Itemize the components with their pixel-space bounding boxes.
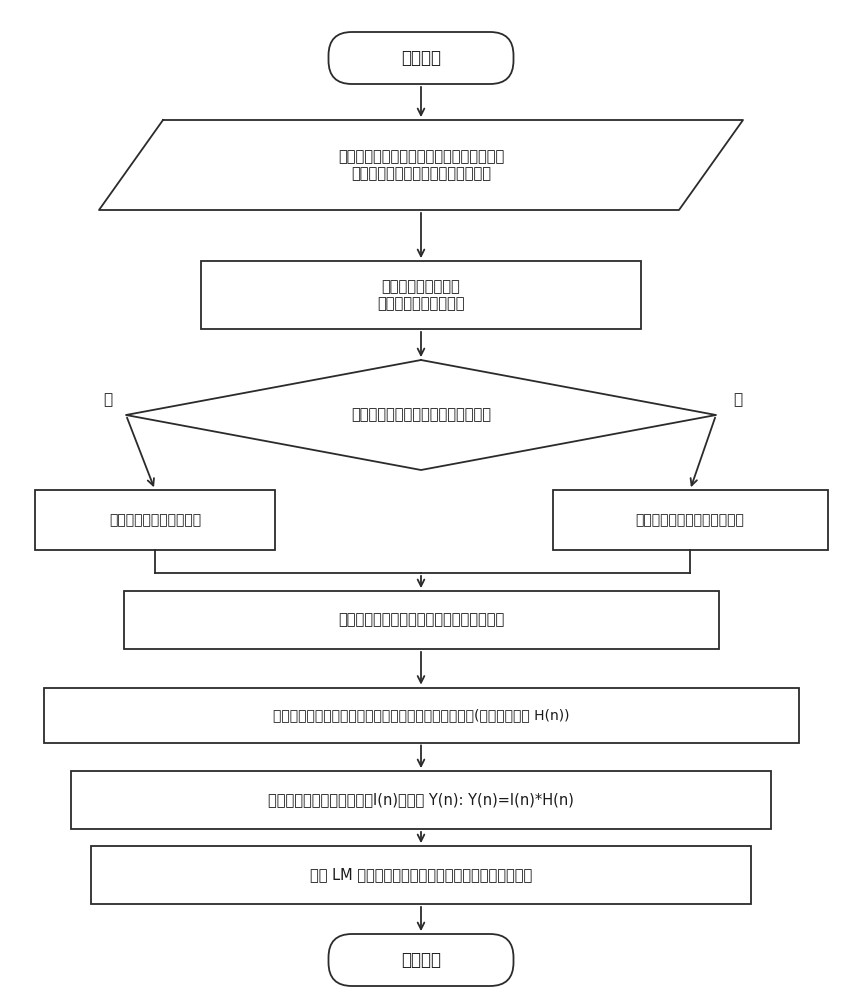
Text: 计算每个三角单元返回光子数随时间的分布: 计算每个三角单元返回光子数随时间的分布 <box>338 612 504 628</box>
Text: 输入激光测高仪硬件参数、飞行参数、大气
与地表的光学参数以及地表高度模型: 输入激光测高仪硬件参数、飞行参数、大气 与地表的光学参数以及地表高度模型 <box>338 149 504 181</box>
Text: 三角单元高度模型类型是连续的吗？: 三角单元高度模型类型是连续的吗？ <box>351 408 491 422</box>
Polygon shape <box>99 120 743 210</box>
Text: 是: 是 <box>104 392 113 407</box>
Bar <box>71 771 771 829</box>
FancyBboxPatch shape <box>328 934 514 986</box>
Text: 仿真结束: 仿真结束 <box>401 951 441 969</box>
Text: 累加获得光斑内所有三角单元返回光子数随时间的分布(单位样值响应 H(n)): 累加获得光斑内所有三角单元返回光子数随时间的分布(单位样值响应 H(n)) <box>273 708 569 722</box>
Text: 以时间单元划分三角单元: 以时间单元划分三角单元 <box>109 513 201 527</box>
Bar <box>91 846 751 904</box>
Polygon shape <box>126 360 716 470</box>
Text: 利用 LM 方法拟合多模高斯回波，计算植被有效面积比: 利用 LM 方法拟合多模高斯回波，计算植被有效面积比 <box>310 867 532 882</box>
Bar <box>552 490 828 550</box>
Text: 否: 否 <box>733 392 743 407</box>
Bar <box>35 490 275 550</box>
Text: 划分三角单元并确定
三角单元高度模型类型: 划分三角单元并确定 三角单元高度模型类型 <box>377 279 465 311</box>
FancyBboxPatch shape <box>328 32 514 84</box>
Text: 确定整个三角单元的时间单元: 确定整个三角单元的时间单元 <box>636 513 744 527</box>
Bar <box>124 591 718 649</box>
Text: 利用卷积和求得系统对激励I(n)的响应 Y(n): Y(n)=I(n)*H(n): 利用卷积和求得系统对激励I(n)的响应 Y(n): Y(n)=I(n)*H(n) <box>268 792 574 808</box>
Bar <box>44 688 798 742</box>
Bar <box>201 261 641 329</box>
Text: 仿真开始: 仿真开始 <box>401 49 441 67</box>
